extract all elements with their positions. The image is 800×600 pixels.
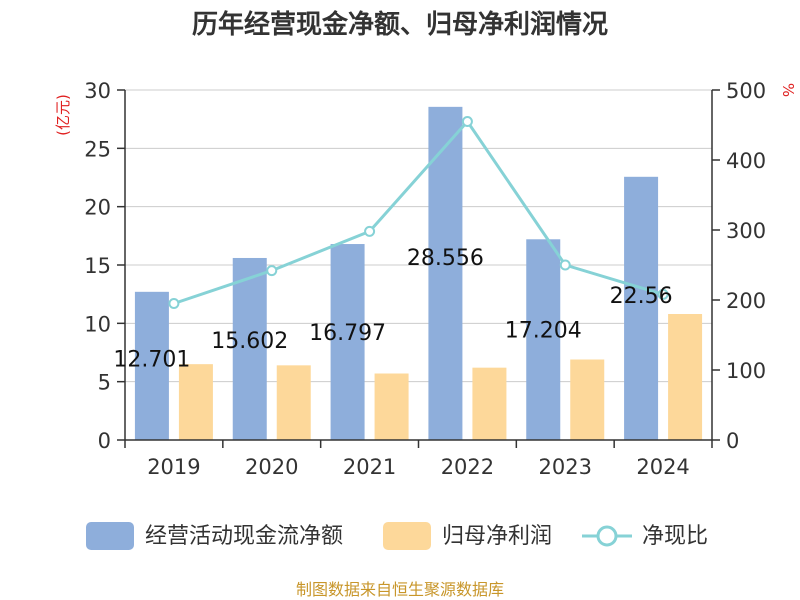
ratio-point xyxy=(461,116,473,127)
data-label-cashflow: 22.56 xyxy=(610,284,673,309)
ratio-point xyxy=(364,225,376,237)
legend-item-cashflow[interactable]: 经营活动现金流净额 xyxy=(86,522,343,550)
bar-netprofit xyxy=(668,314,703,440)
ratio-line xyxy=(168,116,669,309)
x-axis-tick-label: 2022 xyxy=(441,455,494,479)
bar-cashflow xyxy=(232,257,267,440)
right-axis-tick-label: 500 xyxy=(726,79,766,103)
legend-label-cashflow: 经营活动现金流净额 xyxy=(145,524,343,549)
right-axis-tick-label: 0 xyxy=(726,429,739,453)
left-axis-tick-label: 20 xyxy=(84,196,111,220)
right-axis-tick-label: 400 xyxy=(726,149,766,173)
x-axis-tick-label: 2020 xyxy=(245,455,298,479)
right-axis-tick-label: 200 xyxy=(726,289,766,313)
bars xyxy=(134,106,703,441)
data-label-cashflow: 16.797 xyxy=(309,321,386,346)
x-axis-tick-label: 2021 xyxy=(343,455,396,479)
left-axis-tick-label: 5 xyxy=(98,371,111,395)
ratio-line-path xyxy=(173,119,664,305)
data-label-cashflow: 15.602 xyxy=(211,329,288,354)
bar-netprofit xyxy=(276,365,311,440)
left-axis-unit: (亿元) xyxy=(54,94,72,136)
ratio-point xyxy=(266,265,278,277)
ratio-point xyxy=(657,288,669,300)
bar-cashflow xyxy=(624,176,659,441)
bar-netprofit xyxy=(472,367,507,440)
bar-netprofit xyxy=(374,373,409,440)
legend-swatch-cashflow xyxy=(86,522,134,550)
right-axis-unit: % xyxy=(779,83,797,97)
legend-label-ratio: 净现比 xyxy=(642,524,708,549)
left-axis-tick-label: 0 xyxy=(98,429,111,453)
left-axis-tick-label: 15 xyxy=(84,254,111,278)
x-axis-tick-label: 2023 xyxy=(539,455,592,479)
source-note: 制图数据来自恒生聚源数据库 xyxy=(296,580,504,599)
legend-swatch-ratio-marker xyxy=(596,525,618,547)
data-label-cashflow: 17.204 xyxy=(505,319,582,344)
right-axis-tick-label: 300 xyxy=(726,219,766,243)
bar-netprofit xyxy=(570,359,605,440)
legend-item-netprofit[interactable]: 归母净利润 xyxy=(383,522,552,550)
bar-cashflow xyxy=(526,239,561,440)
bar-cashflow xyxy=(134,291,169,440)
left-axis-tick-label: 30 xyxy=(84,79,111,103)
chart-title: 历年经营现金净额、归母净利润情况 xyxy=(192,9,608,40)
x-axis-tick-label: 2024 xyxy=(636,455,689,479)
data-labels: 12.701 15.602 16.797 28.556 17.204 22.56 xyxy=(113,246,672,373)
ratio-point xyxy=(168,298,180,309)
bar-netprofit xyxy=(178,364,213,440)
x-axis-tick-label: 2019 xyxy=(147,455,200,479)
left-axis-tick-label: 25 xyxy=(84,137,111,161)
legend-item-ratio[interactable]: 净现比 xyxy=(582,524,708,549)
data-label-cashflow: 12.701 xyxy=(113,348,190,373)
right-axis-tick-label: 100 xyxy=(726,359,766,383)
ratio-point xyxy=(559,259,571,271)
legend-label-netprofit: 归母净利润 xyxy=(442,524,552,549)
gridlines xyxy=(125,89,712,383)
bar-cashflow xyxy=(428,106,463,440)
legend-swatch-netprofit xyxy=(383,522,431,550)
data-label-cashflow: 28.556 xyxy=(407,246,484,271)
legend: 经营活动现金流净额 归母净利润 净现比 xyxy=(86,522,708,550)
bar-cashflow xyxy=(330,244,365,440)
left-axis-tick-label: 10 xyxy=(84,312,111,336)
